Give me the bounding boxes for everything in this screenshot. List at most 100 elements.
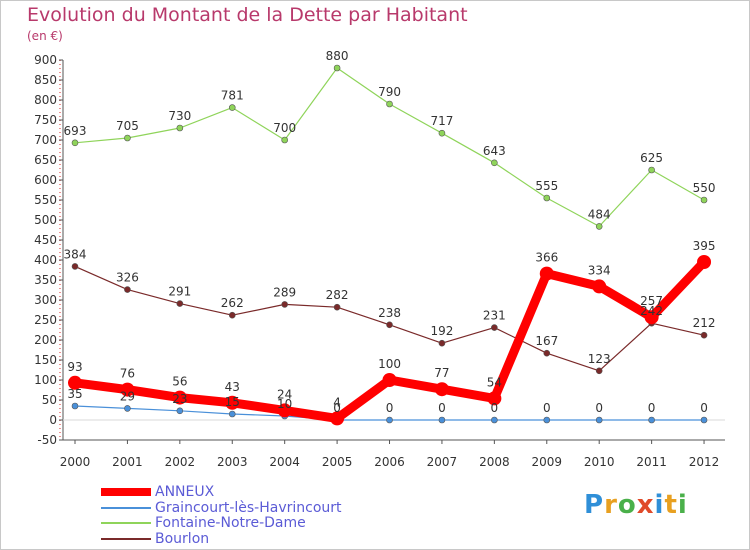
- logo-letter: o: [617, 490, 637, 520]
- data-label: 484: [588, 207, 611, 221]
- data-point: [281, 301, 288, 308]
- x-tick-label: 2010: [584, 455, 615, 469]
- x-tick-label: 2011: [636, 455, 667, 469]
- data-point: [68, 375, 82, 390]
- data-point: [539, 266, 554, 281]
- chart-series: [68, 64, 712, 426]
- data-point: [71, 139, 79, 147]
- data-label: 100: [378, 357, 401, 371]
- x-tick-label: 2012: [689, 455, 720, 469]
- data-point: [491, 159, 498, 167]
- data-label: 54: [487, 375, 502, 389]
- data-point: [592, 279, 607, 294]
- data-label: 550: [693, 181, 716, 195]
- proxiti-logo: Proxiti: [584, 490, 688, 520]
- data-label: 289: [273, 285, 296, 299]
- data-point: [491, 416, 498, 424]
- data-point: [700, 196, 708, 204]
- data-label: 880: [326, 49, 349, 63]
- legend-label: ANNEUX: [155, 484, 215, 500]
- x-tick-label: 2004: [269, 455, 300, 469]
- x-tick-label: 2003: [217, 455, 248, 469]
- data-label: 0: [543, 401, 551, 415]
- data-point: [697, 255, 712, 269]
- logo-letter: i: [654, 490, 665, 520]
- data-label: 0: [648, 401, 656, 415]
- legend-label: Bourlon: [155, 531, 210, 547]
- data-label: 0: [700, 401, 708, 415]
- y-tick-label: 450: [34, 233, 57, 247]
- data-point: [124, 134, 131, 142]
- chart-axes: -500501001502002503003504004505005506006…: [34, 53, 725, 469]
- data-label: 29: [120, 389, 135, 403]
- data-label: 282: [326, 288, 349, 302]
- x-tick-label: 2005: [322, 455, 353, 469]
- data-label: 705: [116, 119, 139, 133]
- data-point: [277, 403, 292, 418]
- data-point: [438, 339, 446, 347]
- data-point: [644, 310, 659, 325]
- data-point: [700, 416, 708, 424]
- y-tick-label: 650: [34, 153, 57, 167]
- y-tick-label: 0: [49, 413, 57, 427]
- data-point: [386, 321, 393, 329]
- data-label: 77: [434, 366, 449, 380]
- legend-swatch: [101, 507, 151, 509]
- y-tick-label: 500: [34, 213, 57, 227]
- data-point: [648, 416, 655, 424]
- data-label: 326: [116, 271, 139, 285]
- data-label: 43: [225, 380, 240, 394]
- legend-item-anneux: ANNEUX: [101, 484, 215, 500]
- data-label: 781: [221, 89, 244, 103]
- data-label: 291: [168, 285, 191, 299]
- data-point: [543, 416, 551, 424]
- y-tick-label: 750: [34, 113, 57, 127]
- y-tick-label: 200: [34, 333, 57, 347]
- data-point: [386, 416, 393, 424]
- x-tick-label: 2000: [60, 455, 91, 469]
- data-label: 0: [491, 401, 499, 415]
- x-tick-label: 2007: [427, 455, 458, 469]
- data-label: 262: [221, 296, 244, 310]
- x-tick-label: 2001: [112, 455, 143, 469]
- data-label: 192: [430, 324, 453, 338]
- data-label: 15: [225, 395, 240, 409]
- legend-label: Graincourt-lès-Havrincourt: [155, 500, 342, 516]
- y-tick-label: 900: [34, 53, 57, 67]
- legend-item-fontaine-notre-dame: Fontaine-Notre-Dame: [101, 515, 306, 531]
- logo-letter: t: [664, 490, 678, 520]
- y-tick-label: 100: [34, 373, 57, 387]
- data-label: 717: [430, 114, 453, 128]
- legend-label: Fontaine-Notre-Dame: [155, 515, 306, 531]
- data-label: 4: [333, 395, 341, 409]
- data-point: [225, 395, 240, 410]
- data-point: [438, 416, 446, 424]
- data-point: [71, 402, 79, 410]
- chart-unit: (en €): [27, 29, 63, 43]
- data-label: 334: [588, 263, 611, 277]
- data-label: 0: [333, 401, 341, 415]
- data-label: 384: [64, 247, 87, 261]
- y-tick-label: -50: [37, 433, 57, 447]
- logo-letter: r: [604, 490, 618, 520]
- data-label: 625: [640, 151, 663, 165]
- data-point: [595, 223, 603, 230]
- data-label: 366: [535, 251, 558, 265]
- y-tick-label: 250: [34, 313, 57, 327]
- logo-letter: x: [636, 490, 655, 520]
- data-label: 238: [378, 306, 401, 320]
- data-label: 730: [168, 109, 191, 123]
- data-point: [434, 382, 449, 397]
- data-point: [176, 407, 184, 415]
- data-point: [543, 349, 551, 357]
- data-label: 242: [640, 304, 663, 318]
- y-tick-label: 600: [34, 173, 57, 187]
- x-tick-label: 2008: [479, 455, 510, 469]
- data-label: 790: [378, 85, 401, 99]
- x-tick-label: 2009: [532, 455, 563, 469]
- data-point: [333, 303, 341, 311]
- y-tick-label: 150: [34, 353, 57, 367]
